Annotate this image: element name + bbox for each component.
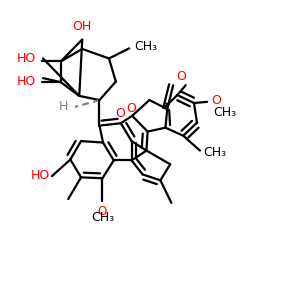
- Text: O: O: [177, 70, 187, 83]
- Text: HO: HO: [17, 75, 37, 88]
- Text: CH₃: CH₃: [213, 106, 236, 119]
- Text: H: H: [59, 100, 68, 112]
- Text: OH: OH: [73, 20, 92, 34]
- Text: HO: HO: [17, 52, 37, 65]
- Text: O: O: [127, 102, 136, 115]
- Text: HO: HO: [31, 169, 50, 182]
- Text: CH₃: CH₃: [91, 211, 114, 224]
- Text: CH₃: CH₃: [203, 146, 226, 159]
- Text: O: O: [115, 107, 125, 120]
- Text: CH₃: CH₃: [134, 40, 158, 53]
- Text: O: O: [98, 205, 107, 218]
- Text: O: O: [211, 94, 221, 106]
